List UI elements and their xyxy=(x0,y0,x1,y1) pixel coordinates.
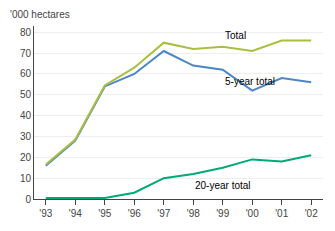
svg-text:50: 50 xyxy=(20,89,32,100)
svg-text:'99: '99 xyxy=(216,208,229,219)
svg-text:Total: Total xyxy=(225,30,246,41)
svg-text:80: 80 xyxy=(20,27,32,38)
svg-text:'000 hectares: '000 hectares xyxy=(10,9,70,20)
svg-text:30: 30 xyxy=(20,131,32,142)
svg-text:20-year total: 20-year total xyxy=(195,180,251,191)
svg-text:0: 0 xyxy=(25,194,31,205)
svg-text:40: 40 xyxy=(20,110,32,121)
svg-text:20: 20 xyxy=(20,152,32,163)
svg-text:10: 10 xyxy=(20,173,32,184)
svg-text:70: 70 xyxy=(20,48,32,59)
svg-text:'96: '96 xyxy=(128,208,141,219)
svg-text:'00: '00 xyxy=(246,208,259,219)
svg-text:'97: '97 xyxy=(157,208,170,219)
svg-text:5-year total: 5-year total xyxy=(225,76,275,87)
svg-text:'02: '02 xyxy=(305,208,318,219)
svg-text:'93: '93 xyxy=(39,208,52,219)
svg-text:'01: '01 xyxy=(275,208,288,219)
svg-text:'95: '95 xyxy=(98,208,111,219)
svg-text:60: 60 xyxy=(20,68,32,79)
svg-text:'94: '94 xyxy=(69,208,82,219)
svg-text:'98: '98 xyxy=(187,208,200,219)
